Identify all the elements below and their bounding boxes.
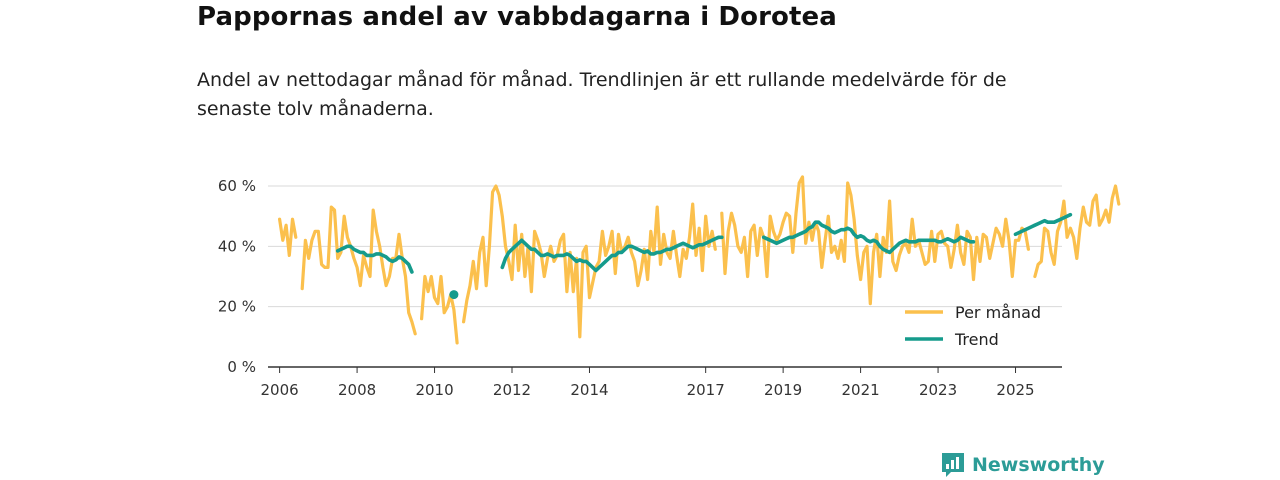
series-trend-line	[500, 235, 724, 273]
y-tick-label: 0 %	[227, 358, 256, 376]
series-lines	[278, 175, 1121, 345]
series-per-manad-line	[420, 274, 459, 345]
x-tick-label: 2021	[842, 381, 880, 399]
x-tick-label: 2025	[996, 381, 1034, 399]
y-tick-label: 60 %	[218, 177, 256, 195]
series-per-manad-line	[462, 184, 717, 339]
legend-label: Per månad	[955, 303, 1041, 322]
x-tick-label: 2006	[261, 381, 299, 399]
series-per-manad	[278, 175, 1121, 345]
x-tick-label: 2008	[338, 381, 376, 399]
x-tick-label: 2014	[570, 381, 608, 399]
x-tick-label: 2019	[764, 381, 802, 399]
legend-label: Trend	[954, 330, 999, 349]
series-per-manad-line	[1033, 184, 1121, 279]
series-per-manad-line	[278, 217, 298, 257]
series-per-manad-line	[720, 175, 1030, 306]
x-tick-label: 2012	[493, 381, 531, 399]
series-trend-point	[449, 290, 459, 300]
y-tick-label: 20 %	[218, 298, 256, 316]
brand-name: Newsworthy	[972, 454, 1105, 476]
chart-title: Pappornas andel av vabbdagarna i Dorotea	[197, 2, 837, 32]
x-tick-label: 2010	[415, 381, 453, 399]
series-trend	[335, 212, 1073, 300]
y-axis-ticks: 0 % 20 % 40 % 60 %	[218, 177, 256, 376]
chart-subtitle: Andel av nettodagar månad för månad. Tre…	[197, 69, 1007, 120]
newsworthy-logo: Newsworthy	[940, 451, 1105, 479]
x-tick-label: 2017	[687, 381, 725, 399]
series-per-manad-line	[300, 205, 417, 336]
series-trend-line	[1013, 212, 1073, 237]
newsworthy-logo-icon	[942, 453, 964, 477]
y-tick-label: 40 %	[218, 237, 256, 255]
x-tick-label: 2023	[919, 381, 957, 399]
series-trend-line	[761, 220, 976, 255]
series-trend-line	[335, 244, 414, 274]
x-axis: 2006 2008 2010 2012 2014 2017 2019 2021 2023 2025	[261, 366, 1062, 399]
legend: Per månad Trend	[905, 303, 1041, 349]
